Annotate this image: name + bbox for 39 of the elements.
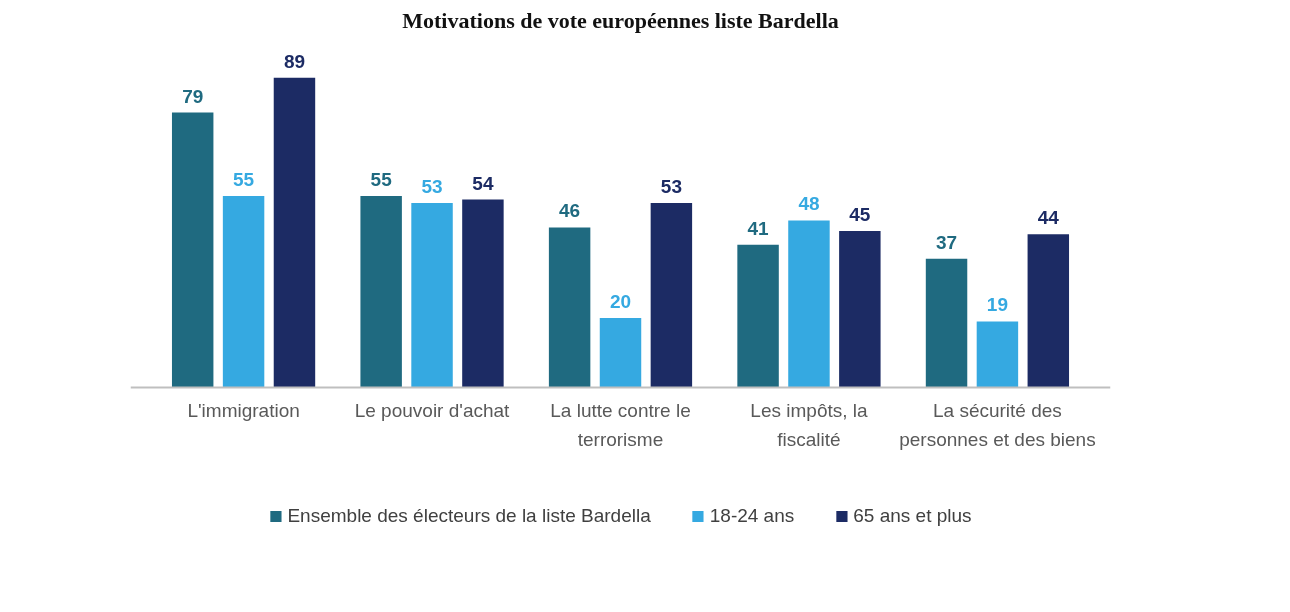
bar <box>788 220 830 388</box>
data-label: 54 <box>472 172 494 194</box>
x-tick-label: La sécurité des personnes et des biens <box>899 399 1096 450</box>
data-label: 20 <box>609 290 632 312</box>
data-label: 37 <box>935 231 958 253</box>
data-label: 44 <box>1037 207 1060 229</box>
bar <box>1027 234 1070 388</box>
x-tick-label: Le pouvoir d'achat <box>354 399 511 421</box>
data-label: 89 <box>283 50 306 72</box>
x-tick-label: Les impôts, la fiscalité <box>750 399 868 450</box>
data-label: 46 <box>559 200 581 222</box>
bar <box>925 258 968 388</box>
bar <box>462 199 504 388</box>
chart-title: Motivations de vote européennes liste Bardella <box>402 7 839 33</box>
data-label: 19 <box>986 294 1008 316</box>
data-label: 55 <box>233 169 255 191</box>
bar <box>976 321 1019 388</box>
data-label: 55 <box>370 169 393 191</box>
bar <box>650 203 693 388</box>
bar <box>411 203 453 388</box>
data-label: 53 <box>660 176 682 198</box>
bar <box>222 196 265 388</box>
bar <box>273 77 316 388</box>
data-label: 41 <box>747 217 770 239</box>
data-label: 53 <box>421 176 443 198</box>
bar <box>839 230 881 388</box>
bar <box>171 112 214 388</box>
bar <box>599 317 642 388</box>
bar <box>548 227 591 388</box>
bar <box>737 244 779 388</box>
legend-label: 18-24 ans <box>709 505 795 527</box>
bar <box>360 196 402 388</box>
legend-label: Ensemble des électeurs de la liste Bardella <box>287 505 651 527</box>
data-label: 48 <box>798 193 820 215</box>
x-tick-label: La lutte contre le terrorisme <box>550 399 691 450</box>
data-label: 45 <box>849 203 871 225</box>
data-label: 79 <box>182 85 204 107</box>
x-tick-label: L'immigration <box>187 399 300 421</box>
legend-label: 65 ans et plus <box>853 505 972 527</box>
